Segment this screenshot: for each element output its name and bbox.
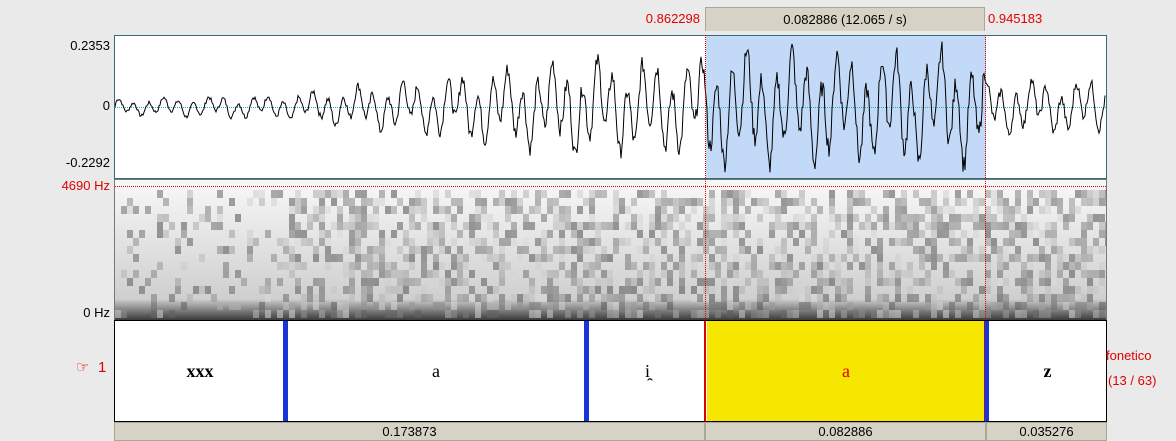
interval-label: xxx <box>186 360 214 381</box>
spectrogram-fmin-label: 0 Hz <box>83 305 110 320</box>
interval-i-glide[interactable]: i̯ <box>589 321 706 421</box>
selection-end-cursor <box>985 35 986 422</box>
selection-start-cursor <box>705 35 706 422</box>
tier-name: fonetico <box>1106 348 1152 363</box>
interval-xxx[interactable]: xxx <box>115 321 285 421</box>
interval-label: i̯ <box>644 360 650 381</box>
waveform-ymin-label: -0.2292 <box>65 155 110 170</box>
duration-selected[interactable]: 0.082886 <box>705 422 986 441</box>
spectrogram-panel[interactable] <box>114 179 1107 321</box>
waveform-trace <box>115 41 1106 173</box>
duration-right[interactable]: 0.035276 <box>986 422 1107 441</box>
interval-boundary[interactable] <box>283 321 288 421</box>
interval-z[interactable]: z <box>989 321 1106 421</box>
tier-count: (13 / 63) <box>1108 373 1157 388</box>
interval-label: z <box>1043 360 1052 381</box>
tier-number[interactable]: 1 <box>98 359 107 376</box>
selection-duration-label[interactable]: 0.082886 (12.065 / s) <box>705 7 985 31</box>
tier-panel[interactable]: xxx a i̯ a z <box>114 320 1107 422</box>
interval-a[interactable]: a <box>288 321 584 421</box>
waveform-zero-label: 0 <box>102 98 110 113</box>
interval-label: a <box>842 360 850 381</box>
spectrogram-fmax-label: 4690 Hz <box>61 178 110 193</box>
waveform-panel[interactable] <box>114 35 1107 179</box>
waveform-ymax-label: 0.2353 <box>70 38 110 53</box>
interval-boundary[interactable] <box>984 321 989 421</box>
duration-left[interactable]: 0.173873 <box>114 422 705 441</box>
selection-end-time: 0.945183 <box>988 11 1043 26</box>
tier-pointer-icon: ☞ <box>76 359 90 376</box>
selection-start-time: 0.862298 <box>645 11 700 26</box>
zero-line <box>115 107 1106 108</box>
interval-boundary[interactable] <box>584 321 589 421</box>
interval-label: a <box>432 360 440 381</box>
interval-a-selected[interactable]: a <box>707 321 985 421</box>
spectrogram-image <box>115 180 1106 320</box>
fmax-cursor-line <box>115 186 1106 187</box>
